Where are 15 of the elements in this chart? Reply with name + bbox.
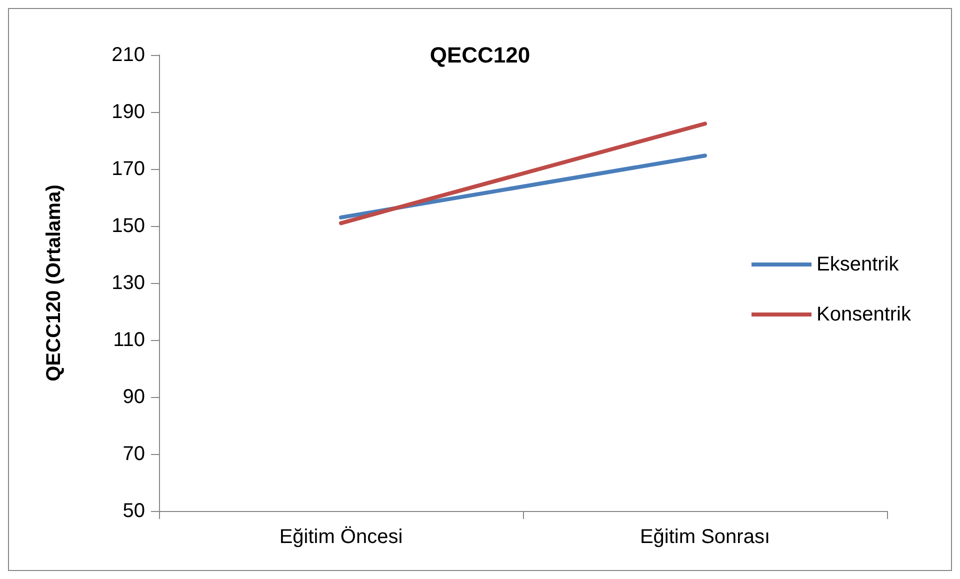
- y-tick-label: 150: [112, 215, 145, 237]
- x-tick-label: Eğitim Öncesi: [279, 526, 403, 548]
- y-tick-label: 130: [112, 272, 145, 294]
- legend-label: Konsentrik: [816, 304, 912, 326]
- y-axis-title: QECC120 (Ortalama): [43, 184, 65, 382]
- chart-title: QECC120: [430, 42, 530, 68]
- y-tick-label: 170: [112, 158, 145, 180]
- x-tick-label: Eğitim Sonrası: [640, 526, 770, 548]
- y-tick-label: 50: [122, 500, 145, 522]
- y-tick-label: 110: [113, 329, 145, 351]
- y-tick-label: 70: [122, 443, 145, 465]
- y-tick-label: 90: [122, 386, 145, 408]
- legend-label: Eksentrik: [816, 254, 900, 276]
- y-tick-label: 190: [112, 101, 145, 123]
- y-tick-label: 210: [112, 44, 145, 66]
